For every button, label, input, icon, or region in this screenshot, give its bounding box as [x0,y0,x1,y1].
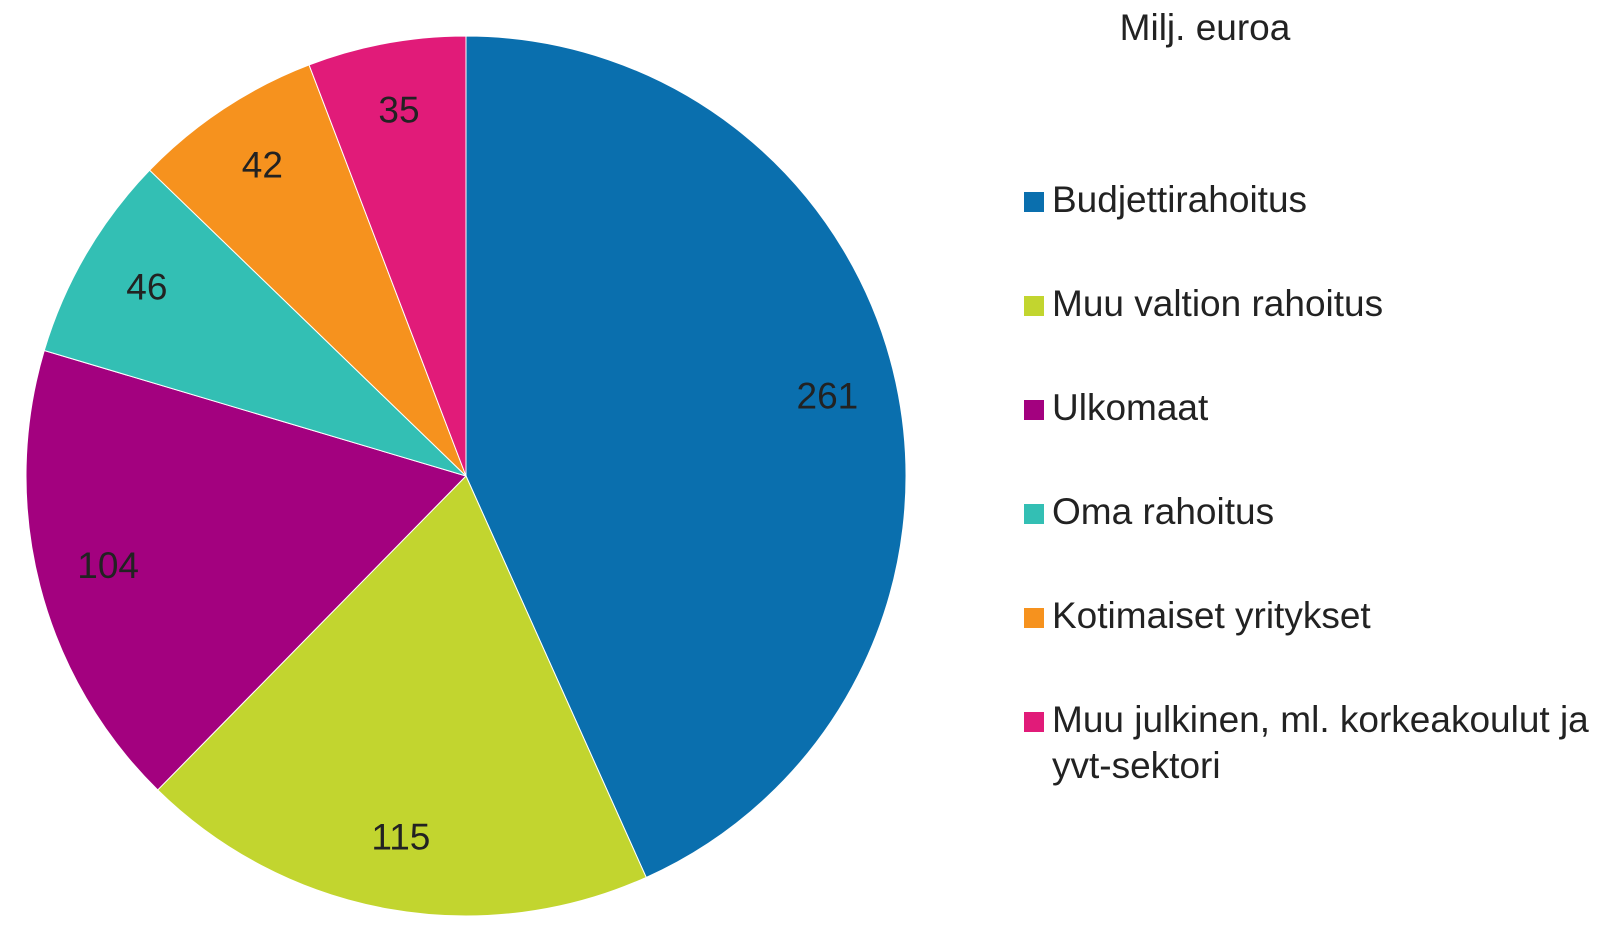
legend-swatch [1024,712,1044,732]
data-label: 46 [126,266,167,307]
pie-slice [465,35,907,879]
legend-label: Ulkomaat [1052,387,1209,428]
pie-slice [308,35,467,477]
legend-title: Milj. euroa [1120,7,1291,48]
pie-slice [43,169,467,477]
data-label: 42 [242,144,283,185]
pie-slice [148,64,467,477]
legend-swatch [1024,608,1044,628]
pie-slice [157,475,647,917]
legend-label: Oma rahoitus [1052,491,1274,532]
pie-slice [25,349,467,791]
data-label: 115 [371,817,430,858]
legend-swatch [1024,400,1044,420]
legend-label: Muu julkinen, ml. korkeakoulut ja yvt-sek… [1052,699,1589,786]
legend-label: Budjettirahoitus [1052,179,1307,220]
legend-swatch [1024,504,1044,524]
data-label: 35 [378,89,419,130]
legend-label: Kotimaiset yritykset [1052,595,1371,636]
legend-swatch [1024,192,1044,212]
legend-swatch [1024,296,1044,316]
legend-label: Muu valtion rahoitus [1052,283,1383,324]
data-label: 261 [797,375,859,416]
data-label: 104 [77,545,139,586]
